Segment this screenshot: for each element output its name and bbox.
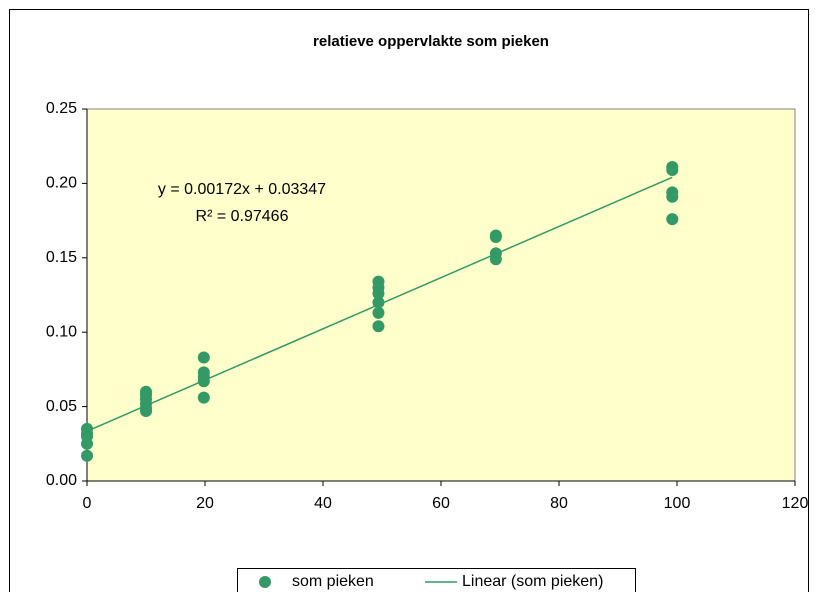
scatter-point bbox=[666, 190, 679, 203]
x-tick-label: 120 bbox=[782, 495, 809, 512]
trendline-equation: y = 0.00172x + 0.03347 bbox=[158, 181, 326, 198]
chart-title: relatieve oppervlakte som pieken bbox=[313, 33, 549, 50]
scatter-point bbox=[197, 391, 210, 404]
x-tick-label: 80 bbox=[550, 495, 568, 512]
y-tick-label: 0.10 bbox=[46, 323, 77, 340]
scatter-point bbox=[489, 230, 502, 243]
scatter-point bbox=[372, 306, 385, 319]
legend-label: som pieken bbox=[292, 573, 374, 590]
y-tick-label: 0.25 bbox=[46, 100, 77, 117]
trendline bbox=[86, 176, 673, 432]
plot-area bbox=[86, 108, 796, 482]
x-tick-label: 20 bbox=[196, 495, 214, 512]
scatter-point bbox=[197, 351, 210, 364]
y-tick-label: 0.00 bbox=[46, 472, 77, 489]
y-tick-label: 0.15 bbox=[46, 249, 77, 266]
scatter-point bbox=[489, 253, 502, 266]
scatter-point bbox=[666, 164, 679, 177]
legend-box bbox=[237, 568, 636, 592]
y-tick-label: 0.20 bbox=[46, 175, 77, 192]
legend-label: Linear (som pieken) bbox=[462, 573, 603, 590]
scatter-point bbox=[666, 213, 679, 226]
x-tick-label: 0 bbox=[83, 495, 92, 512]
scatter-point bbox=[372, 287, 385, 300]
scatter-point bbox=[81, 449, 93, 462]
x-tick-label: 100 bbox=[664, 495, 691, 512]
scatter-point bbox=[140, 405, 152, 418]
x-tick-label: 40 bbox=[314, 495, 332, 512]
scatter-point bbox=[81, 437, 93, 450]
x-tick-label: 60 bbox=[432, 495, 450, 512]
scatter-point bbox=[372, 320, 385, 333]
legend-marker bbox=[259, 576, 271, 588]
trendline-r-squared: R² = 0.97466 bbox=[196, 208, 289, 225]
y-tick-label: 0.05 bbox=[46, 398, 77, 415]
